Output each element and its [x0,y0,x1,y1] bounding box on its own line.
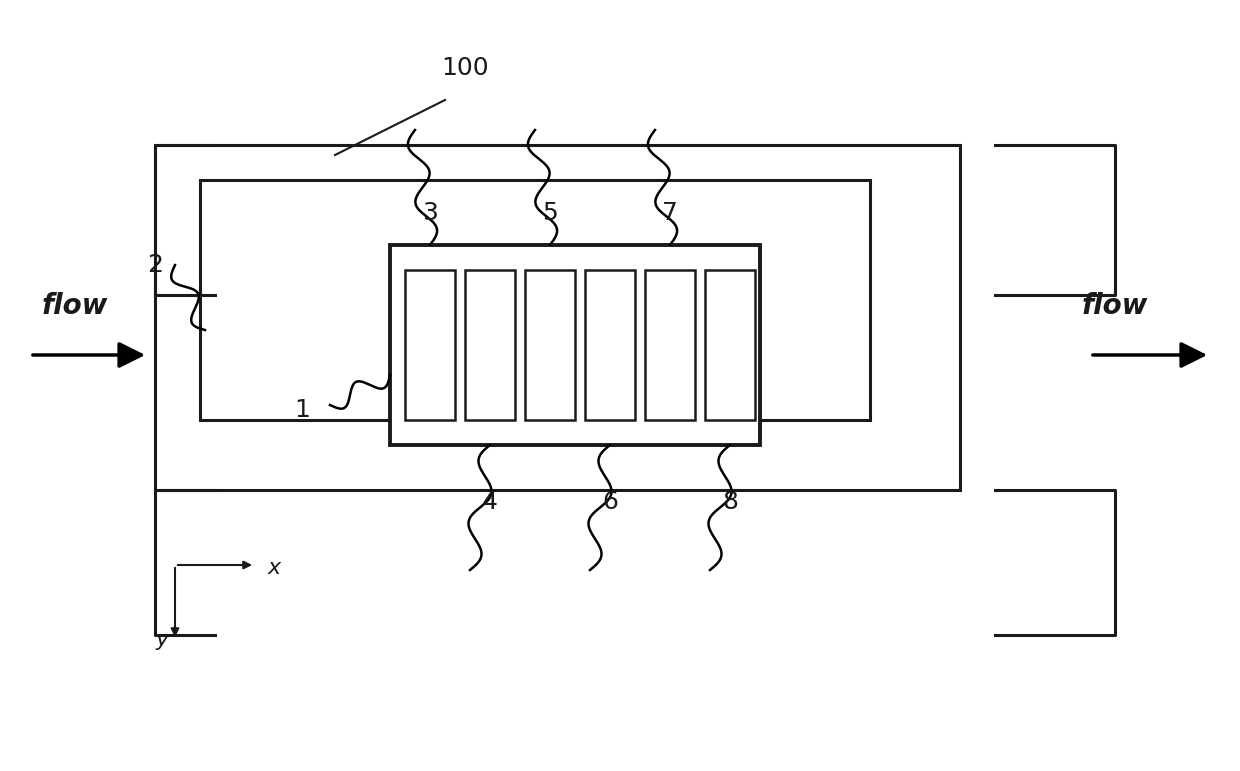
Text: 4: 4 [482,490,498,514]
Text: 2: 2 [148,253,162,277]
Bar [585,270,635,420]
Bar [405,270,455,420]
Bar [200,180,870,420]
Bar [155,145,960,490]
Text: 100: 100 [441,56,489,80]
Bar [525,270,575,420]
Bar [465,270,515,420]
Text: x: x [268,558,281,578]
Text: 1: 1 [294,398,310,422]
Text: 6: 6 [601,490,618,514]
Text: 8: 8 [722,490,738,514]
Text: 7: 7 [662,201,678,225]
Bar [706,270,755,420]
Text: 3: 3 [422,201,438,225]
Bar [645,270,694,420]
Text: flow: flow [1081,292,1148,320]
Bar [391,245,760,445]
Text: y: y [155,630,169,650]
Text: flow: flow [42,292,108,320]
Text: 5: 5 [542,201,558,225]
